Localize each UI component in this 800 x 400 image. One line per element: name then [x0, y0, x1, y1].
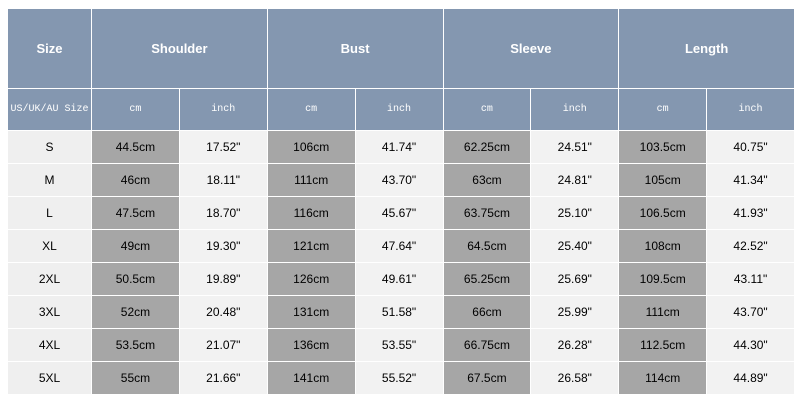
value-cell: 43.70" [354, 163, 444, 197]
table-row: US/UK/AU Size cm inch cm inch cm inch cm inch [7, 88, 795, 131]
value-cell: 21.66" [178, 361, 268, 395]
table-row: L 47.5cm 18.70" 116cm 45.67" 63.75cm 25.10" 106… [7, 196, 795, 230]
value-cell: 49cm [91, 229, 180, 263]
value-cell: 116cm [266, 196, 356, 230]
value-cell: 64.5cm [442, 229, 532, 263]
value-cell: 53.5cm [91, 328, 180, 362]
table-row: XL 49cm 19.30" 121cm 47.64" 64.5cm 25.40" 108cm… [7, 229, 795, 263]
value-cell: 108cm [618, 229, 708, 263]
column-header: Sleeve [442, 8, 620, 89]
value-cell: 55cm [91, 361, 180, 395]
value-cell: 20.48" [178, 295, 268, 329]
value-cell: 141cm [266, 361, 356, 395]
value-cell: 25.40" [530, 229, 620, 263]
unit-header: cm [618, 88, 708, 131]
value-cell: 18.70" [178, 196, 268, 230]
table-row: M 46cm 18.11" 111cm 43.70" 63cm 24.81" 105cm 41.… [7, 163, 795, 197]
unit-header: cm [266, 88, 356, 131]
unit-header: cm [442, 88, 532, 131]
value-cell: 19.89" [178, 262, 268, 296]
unit-header: cm [91, 88, 180, 131]
value-cell: 105cm [618, 163, 708, 197]
value-cell: 53.55" [354, 328, 444, 362]
table-row: Size Shoulder Bust Sleeve Length [7, 8, 795, 89]
value-cell: 131cm [266, 295, 356, 329]
value-cell: 19.30" [178, 229, 268, 263]
value-cell: 44.5cm [91, 130, 180, 164]
size-cell: S [7, 130, 92, 164]
value-cell: 25.10" [530, 196, 620, 230]
value-cell: 42.52" [706, 229, 795, 263]
column-header: Length [618, 8, 795, 89]
size-cell: L [7, 196, 92, 230]
value-cell: 43.70" [706, 295, 795, 329]
value-cell: 44.30" [706, 328, 795, 362]
value-cell: 44.89" [706, 361, 795, 395]
value-cell: 51.58" [354, 295, 444, 329]
size-cell: 3XL [7, 295, 92, 329]
value-cell: 46cm [91, 163, 180, 197]
table-row: 3XL 52cm 20.48" 131cm 51.58" 66cm 25.99" 111cm 4… [7, 295, 795, 329]
value-cell: 26.58" [530, 361, 620, 395]
value-cell: 66cm [442, 295, 532, 329]
value-cell: 45.67" [354, 196, 444, 230]
unit-header: inch [530, 88, 620, 131]
column-header: Size [7, 8, 92, 89]
value-cell: 109.5cm [618, 262, 708, 296]
table-row: 2XL 50.5cm 19.89" 126cm 49.61" 65.25cm 25.69" 1… [7, 262, 795, 296]
size-cell: M [7, 163, 92, 197]
value-cell: 26.28" [530, 328, 620, 362]
unit-header: inch [178, 88, 268, 131]
value-cell: 65.25cm [442, 262, 532, 296]
size-cell: XL [7, 229, 92, 263]
value-cell: 106cm [266, 130, 356, 164]
value-cell: 66.75cm [442, 328, 532, 362]
value-cell: 24.81" [530, 163, 620, 197]
table-row: 4XL 53.5cm 21.07" 136cm 53.55" 66.75cm 26.28" 1… [7, 328, 795, 362]
value-cell: 121cm [266, 229, 356, 263]
value-cell: 111cm [618, 295, 708, 329]
value-cell: 17.52" [178, 130, 268, 164]
value-cell: 21.07" [178, 328, 268, 362]
value-cell: 49.61" [354, 262, 444, 296]
value-cell: 25.99" [530, 295, 620, 329]
value-cell: 112.5cm [618, 328, 708, 362]
value-cell: 24.51" [530, 130, 620, 164]
value-cell: 25.69" [530, 262, 620, 296]
value-cell: 41.93" [706, 196, 795, 230]
value-cell: 106.5cm [618, 196, 708, 230]
value-cell: 55.52" [354, 361, 444, 395]
value-cell: 50.5cm [91, 262, 180, 296]
value-cell: 67.5cm [442, 361, 532, 395]
unit-header: inch [354, 88, 444, 131]
value-cell: 41.74" [354, 130, 444, 164]
table-row: 5XL 55cm 21.66" 141cm 55.52" 67.5cm 26.58" 114c… [7, 361, 795, 395]
value-cell: 111cm [266, 163, 356, 197]
value-cell: 41.34" [706, 163, 795, 197]
value-cell: 103.5cm [618, 130, 708, 164]
table-row: S 44.5cm 17.52" 106cm 41.74" 62.25cm 24.51" 103… [7, 130, 795, 164]
column-header: Bust [266, 8, 444, 89]
value-cell: 136cm [266, 328, 356, 362]
size-cell: 5XL [7, 361, 92, 395]
unit-header: US/UK/AU Size [7, 88, 92, 131]
value-cell: 114cm [618, 361, 708, 395]
value-cell: 47.64" [354, 229, 444, 263]
value-cell: 52cm [91, 295, 180, 329]
value-cell: 63cm [442, 163, 532, 197]
value-cell: 63.75cm [442, 196, 532, 230]
value-cell: 40.75" [706, 130, 795, 164]
value-cell: 43.11" [706, 262, 795, 296]
size-table: Size Shoulder Bust Sleeve Length US/UK/AU Siz… [7, 8, 795, 395]
size-cell: 4XL [7, 328, 92, 362]
unit-header: inch [706, 88, 795, 131]
size-cell: 2XL [7, 262, 92, 296]
value-cell: 18.11" [178, 163, 268, 197]
value-cell: 126cm [266, 262, 356, 296]
column-header: Shoulder [91, 8, 268, 89]
value-cell: 47.5cm [91, 196, 180, 230]
value-cell: 62.25cm [442, 130, 532, 164]
